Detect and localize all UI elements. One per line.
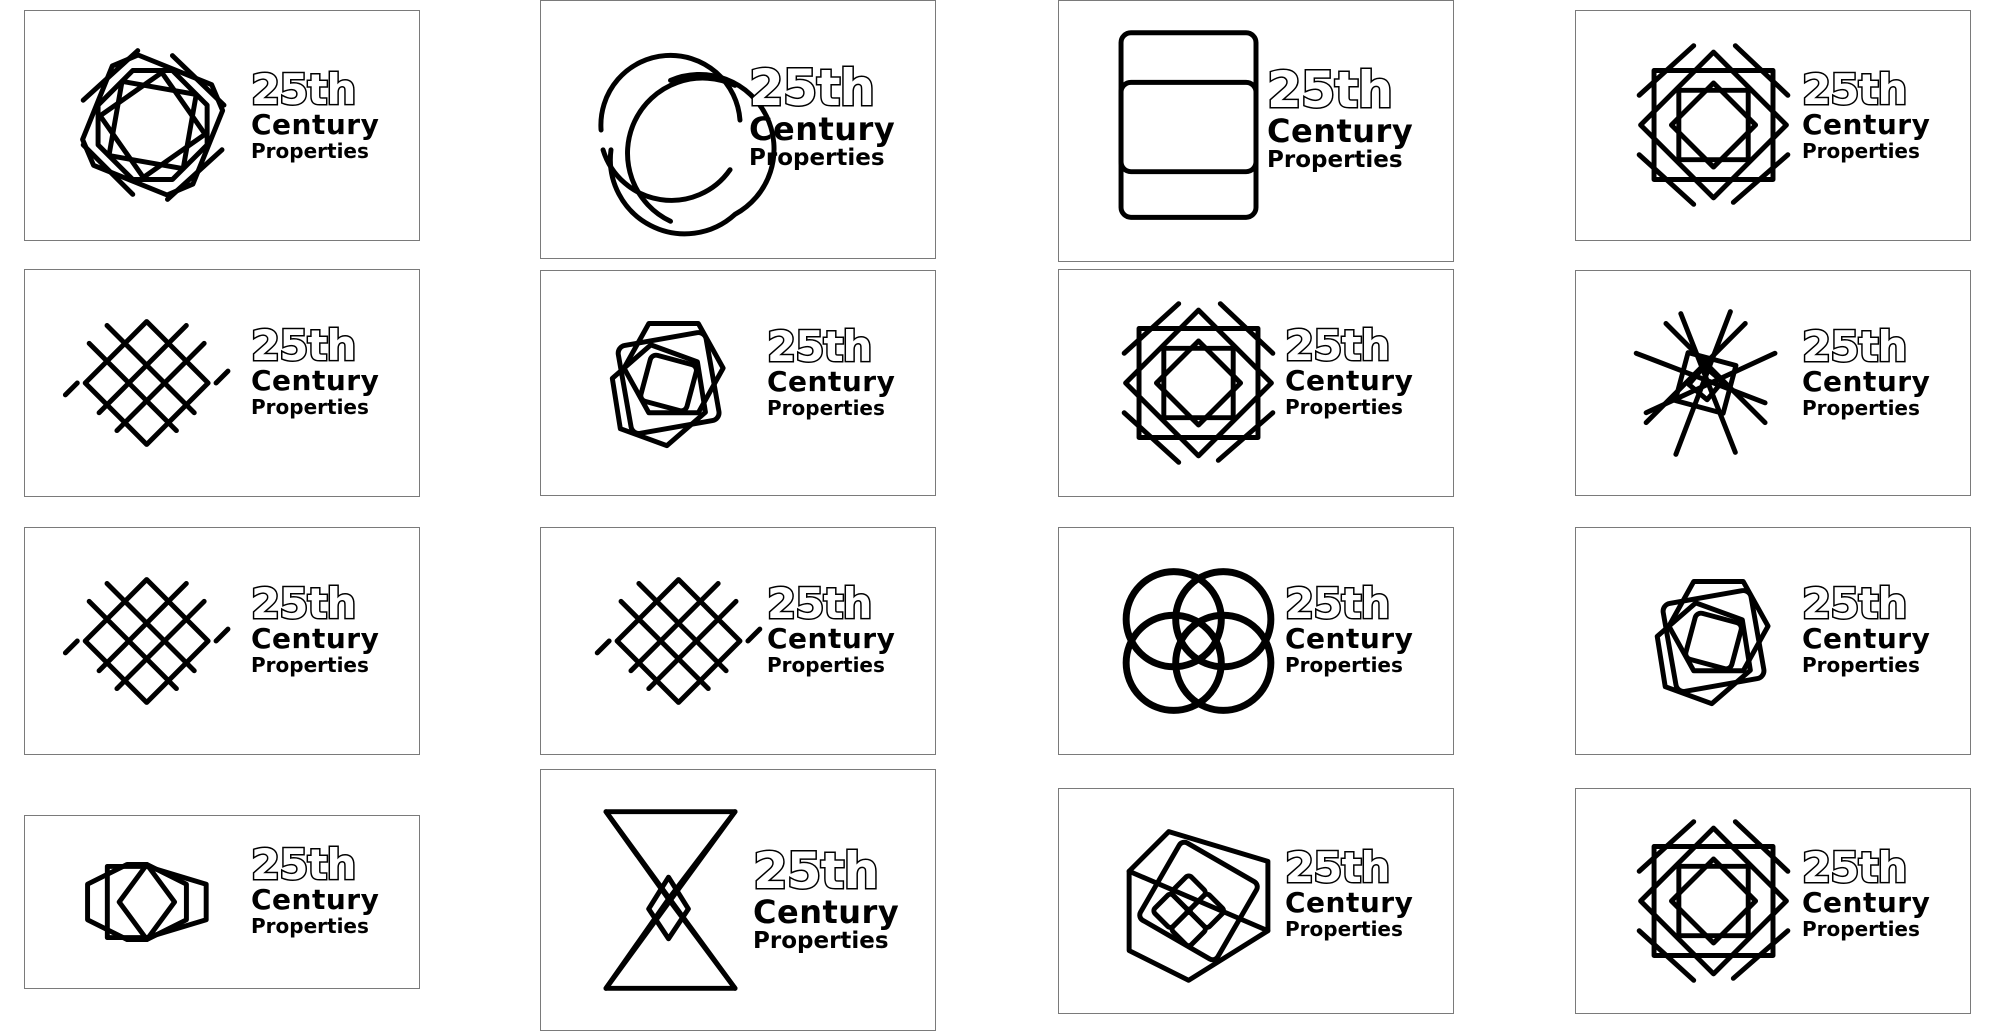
wordmark-line3: Properties: [251, 139, 369, 163]
wordmark-line3: Properties: [1285, 653, 1403, 677]
wordmark-line2: Century: [767, 622, 896, 655]
wordmark: 25th Century Properties: [1283, 579, 1414, 677]
logo-card-1: 25th Century Properties: [24, 10, 420, 241]
woven-square-star-icon: [1636, 43, 1791, 207]
wordmark-line3: Properties: [1802, 917, 1920, 941]
wordmark: 25th Century Properties: [747, 59, 896, 171]
wordmark-line1: 25th: [249, 321, 357, 370]
logo-card-16: 25th Century Properties: [1575, 788, 1971, 1014]
wordmark-line3: Properties: [767, 396, 885, 420]
wordmark-line1: 25th: [1800, 65, 1908, 114]
logo-card-8: 25th Century Properties: [1575, 270, 1971, 496]
wordmark-line3: Properties: [767, 653, 885, 677]
wordmark-line3: Properties: [1802, 139, 1920, 163]
wordmark-line2: Century: [1802, 886, 1931, 919]
wordmark-line1: 25th: [1800, 579, 1908, 628]
wordmark-line2: Century: [1802, 365, 1931, 398]
wordmark: 25th Century Properties: [751, 842, 900, 954]
logo-card-5: 25th Century Properties: [24, 269, 420, 497]
wordmark-line2: Century: [753, 893, 900, 931]
wordmark-line1: 25th: [765, 322, 873, 371]
wordmark: 25th Century Properties: [1800, 322, 1931, 420]
wordmark: 25th Century Properties: [765, 579, 896, 677]
pinwheel-star-icon: [1633, 309, 1778, 457]
wordmark-line2: Century: [1285, 364, 1414, 397]
woven-square-star-icon: [1636, 819, 1791, 983]
wordmark: 25th Century Properties: [1800, 843, 1931, 941]
wordmark: 25th Century Properties: [1265, 61, 1414, 173]
four-circle-knot-icon: [1122, 568, 1275, 714]
wordmark-line1: 25th: [249, 840, 357, 889]
logo-card-7: 25th Century Properties: [1058, 269, 1454, 497]
wordmark-line2: Century: [251, 364, 380, 397]
logo-card-9: 25th Century Properties: [24, 527, 420, 755]
wordmark-line3: Properties: [1802, 653, 1920, 677]
wordmark-line1: 25th: [1283, 579, 1391, 628]
wordmark-line3: Properties: [749, 145, 885, 171]
wordmark-line2: Century: [251, 883, 380, 916]
wordmark-line2: Century: [1285, 622, 1414, 655]
wordmark-line1: 25th: [1800, 843, 1908, 892]
wordmark: 25th Century Properties: [249, 579, 380, 677]
hourglass-triangles-icon: [603, 809, 738, 991]
wordmark-line1: 25th: [1283, 843, 1391, 892]
wordmark-line1: 25th: [765, 579, 873, 628]
wordmark-line3: Properties: [251, 395, 369, 419]
logo-card-15: 25th Century Properties: [1058, 788, 1454, 1014]
wordmark-line3: Properties: [1285, 395, 1403, 419]
lattice-diamond-icon: [62, 319, 231, 447]
overlapping-circles-icon: [598, 52, 777, 237]
logo-card-13: 25th Century Properties: [24, 815, 420, 989]
wordmark-line1: 25th: [1283, 321, 1391, 370]
stacked-rounded-rectangles-icon: [1118, 30, 1259, 220]
wordmark-line2: Century: [1285, 886, 1414, 919]
wordmark-line1: 25th: [751, 842, 880, 900]
wordmark: 25th Century Properties: [1800, 579, 1931, 677]
wordmark: 25th Century Properties: [1283, 321, 1414, 419]
wordmark: 25th Century Properties: [249, 321, 380, 419]
wordmark-line3: Properties: [1802, 396, 1920, 420]
logo-card-11: 25th Century Properties: [1058, 527, 1454, 755]
rotated-square-cluster-icon: [1126, 829, 1271, 983]
logo-card-14: 25th Century Properties: [540, 769, 936, 1031]
wordmark-line2: Century: [1802, 108, 1931, 141]
wordmark: 25th Century Properties: [1283, 843, 1414, 941]
wordmark-line2: Century: [1802, 622, 1931, 655]
hexagon-diamond-icon: [85, 861, 209, 943]
wordmark-line1: 25th: [249, 65, 357, 114]
wordmark-line3: Properties: [1285, 917, 1403, 941]
wordmark-line3: Properties: [753, 928, 889, 954]
overlapping-hexagons-icon: [609, 321, 726, 449]
wordmark-line1: 25th: [1800, 322, 1908, 371]
logo-card-6: 25th Century Properties: [540, 270, 936, 496]
wordmark-line2: Century: [251, 108, 380, 141]
lattice-diamond-icon: [594, 577, 763, 705]
wordmark: 25th Century Properties: [765, 322, 896, 420]
logo-card-10: 25th Century Properties: [540, 527, 936, 755]
wordmark-line2: Century: [749, 110, 896, 148]
wordmark-line2: Century: [1267, 112, 1414, 150]
woven-square-star-icon: [1121, 301, 1276, 465]
wordmark-line2: Century: [251, 622, 380, 655]
wordmark-line1: 25th: [249, 579, 357, 628]
wordmark: 25th Century Properties: [1800, 65, 1931, 163]
interlaced-star-octagon-icon: [80, 48, 227, 202]
wordmark-line1: 25th: [1265, 61, 1394, 119]
lattice-diamond-icon: [62, 577, 231, 705]
logo-card-2: 25th Century Properties: [540, 0, 936, 259]
logo-card-4: 25th Century Properties: [1575, 10, 1971, 241]
logo-card-12: 25th Century Properties: [1575, 527, 1971, 755]
logo-card-3: 25th Century Properties: [1058, 0, 1454, 262]
wordmark-line3: Properties: [251, 914, 369, 938]
wordmark-line3: Properties: [1267, 147, 1403, 173]
wordmark-line3: Properties: [251, 653, 369, 677]
overlapping-hexagons-icon: [1654, 579, 1771, 707]
wordmark: 25th Century Properties: [249, 840, 380, 938]
wordmark-line2: Century: [767, 365, 896, 398]
wordmark-line1: 25th: [747, 59, 876, 117]
wordmark: 25th Century Properties: [249, 65, 380, 163]
